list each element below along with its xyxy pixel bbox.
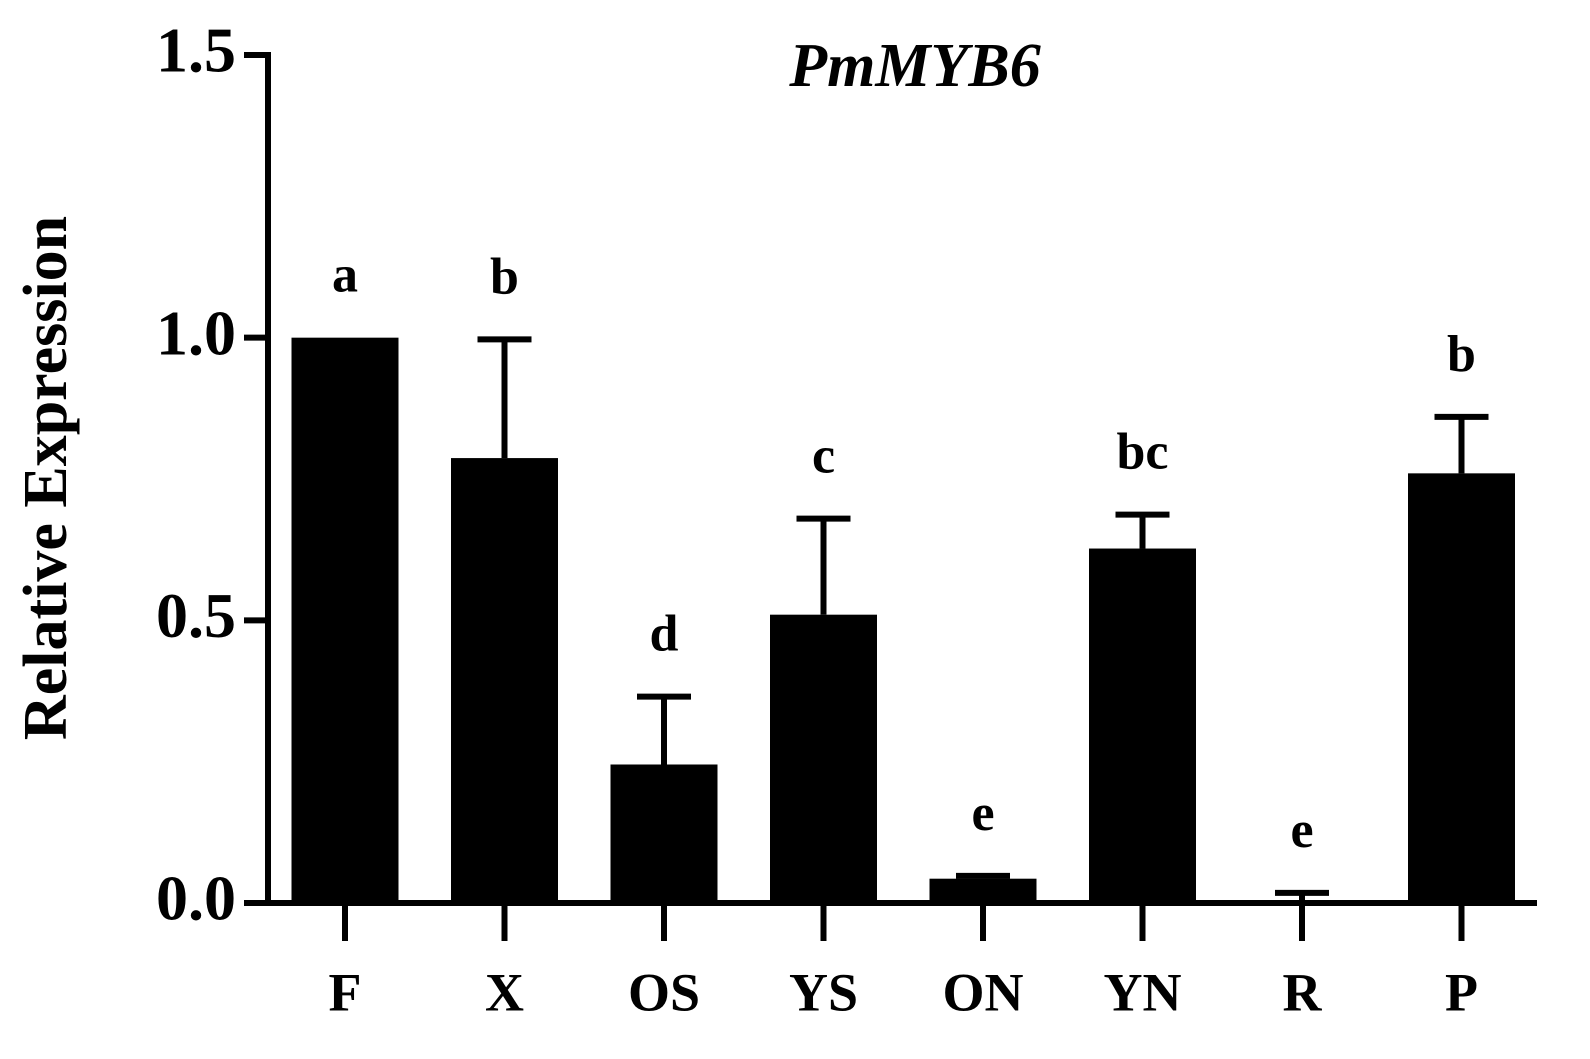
y-tick-label: 0.5 [156, 580, 236, 651]
significance-letter: d [650, 606, 679, 663]
x-tick-label: P [1445, 962, 1478, 1022]
x-tick-label: R [1283, 962, 1323, 1022]
x-tick-label: OS [628, 962, 700, 1022]
y-tick-label: 1.0 [156, 297, 236, 368]
error-bar [1275, 889, 1329, 901]
significance-letter: bc [1117, 424, 1169, 481]
x-tick-label: YS [789, 962, 858, 1022]
x-tick-label: F [329, 962, 362, 1022]
significance-letter: c [812, 428, 835, 485]
y-axis-label: Relative Expression [12, 216, 80, 740]
error-bar [477, 336, 532, 459]
error-bar [956, 872, 1010, 879]
error-bar [1115, 511, 1170, 549]
y-tick-label: 0.0 [156, 863, 236, 934]
error-bar [1434, 413, 1489, 474]
significance-letter: e [1290, 802, 1313, 859]
bar [929, 878, 1037, 903]
error-bar [796, 515, 851, 615]
significance-letter: a [332, 247, 358, 304]
significance-letter: b [1447, 326, 1476, 383]
x-tick-label: YN [1104, 962, 1182, 1022]
significance-letter: e [971, 785, 994, 842]
y-tick-label: 1.5 [156, 15, 236, 86]
x-tick-label: X [485, 962, 524, 1022]
bar [451, 458, 558, 903]
bar [1089, 548, 1196, 903]
bar [610, 764, 718, 903]
bar [1248, 900, 1356, 903]
bar [291, 337, 399, 904]
chart-title: PmMYB6 [788, 32, 1040, 100]
significance-letter: b [490, 248, 519, 305]
error-bar [637, 693, 691, 765]
bar [1408, 473, 1515, 903]
x-tick-label: ON [943, 962, 1024, 1022]
bar [770, 614, 877, 903]
